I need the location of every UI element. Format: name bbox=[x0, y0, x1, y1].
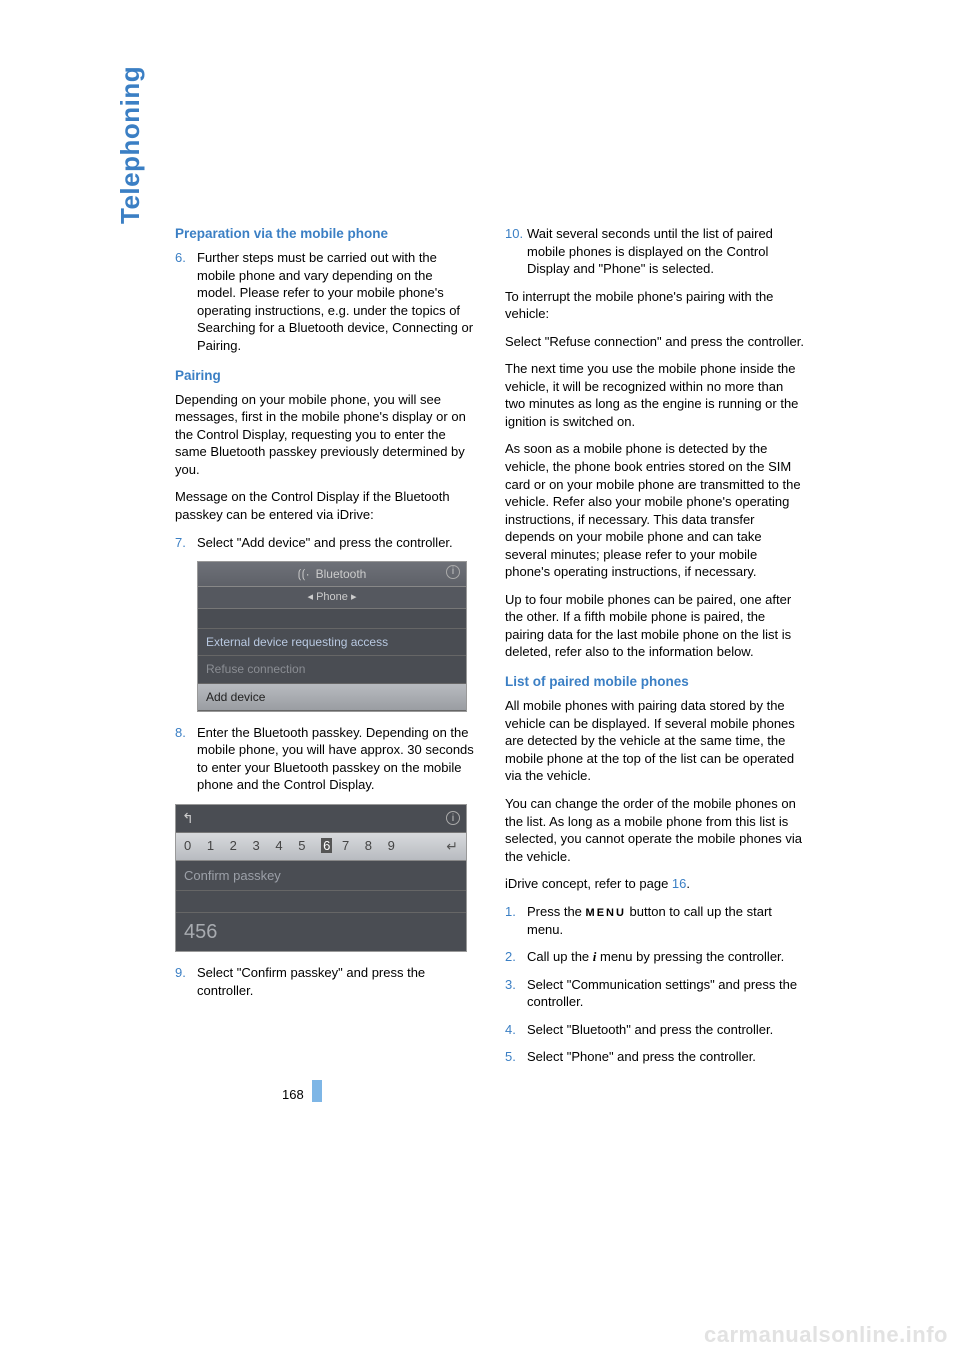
idrive-screenshot-passkey: ↰ i 0 1 2 3 4 5 6 7 8 9 ↵ Confirm passke… bbox=[175, 804, 467, 952]
scr2-value: 456 bbox=[176, 913, 466, 951]
scr2-numbers-selected: 6 bbox=[321, 838, 332, 853]
list-step-5-text: Select "Phone" and press the controller. bbox=[527, 1048, 805, 1066]
step-8: 8. Enter the Bluetooth passkey. Dependin… bbox=[175, 724, 475, 794]
heading-preparation: Preparation via the mobile phone bbox=[175, 225, 475, 243]
list-step-4: 4. Select "Bluetooth" and press the cont… bbox=[505, 1021, 805, 1039]
step-9-text: Select "Confirm passkey" and press the c… bbox=[197, 964, 475, 999]
list-step-1-text: Press the MENU button to call up the sta… bbox=[527, 903, 805, 938]
step-6: 6. Further steps must be carried out wit… bbox=[175, 249, 475, 354]
right-para-8a: iDrive concept, refer to page bbox=[505, 876, 672, 891]
pairing-para-1: Depending on your mobile phone, you will… bbox=[175, 391, 475, 479]
list-step-4-number: 4. bbox=[505, 1021, 527, 1039]
list-step-2-text: Call up the i menu by pressing the contr… bbox=[527, 948, 805, 966]
list-step-5-number: 5. bbox=[505, 1048, 527, 1066]
list-step-3: 3. Select "Communication settings" and p… bbox=[505, 976, 805, 1011]
bluetooth-icon: ⟮⟮· bbox=[298, 566, 310, 582]
scr1-header: ⟮⟮· Bluetooth i bbox=[198, 562, 466, 587]
left-column: Preparation via the mobile phone 6. Furt… bbox=[175, 225, 475, 1076]
page-number-block: 168 bbox=[282, 1080, 322, 1102]
step-10: 10. Wait several seconds until the list … bbox=[505, 225, 805, 278]
right-para-4: As soon as a mobile phone is detected by… bbox=[505, 440, 805, 580]
page-marker bbox=[312, 1080, 322, 1102]
scr1-header-text: Bluetooth bbox=[316, 566, 367, 582]
step-6-text: Further steps must be carried out with t… bbox=[197, 249, 475, 354]
page-content: Preparation via the mobile phone 6. Furt… bbox=[115, 225, 875, 1076]
right-para-8: iDrive concept, refer to page 16. bbox=[505, 875, 805, 893]
info-icon: i bbox=[446, 565, 460, 579]
scr1-subheader: ◂ Phone ▸ bbox=[198, 587, 466, 609]
right-para-5: Up to four mobile phones can be paired, … bbox=[505, 591, 805, 661]
right-para-3: The next time you use the mobile phone i… bbox=[505, 360, 805, 430]
menu-button-label: MENU bbox=[586, 907, 626, 919]
heading-list-paired: List of paired mobile phones bbox=[505, 673, 805, 691]
right-column: 10. Wait several seconds until the list … bbox=[505, 225, 805, 1076]
list-step-3-number: 3. bbox=[505, 976, 527, 1011]
scr2-confirm: Confirm passkey bbox=[176, 861, 466, 892]
enter-icon: ↵ bbox=[446, 837, 458, 856]
scr2-empty bbox=[176, 891, 466, 913]
scr2-numbers-after: 7 8 9 bbox=[342, 838, 401, 853]
list-step-2-number: 2. bbox=[505, 948, 527, 966]
scr1-line-add: Add device bbox=[198, 684, 466, 711]
list-step-4-text: Select "Bluetooth" and press the control… bbox=[527, 1021, 805, 1039]
right-para-6: All mobile phones with pairing data stor… bbox=[505, 697, 805, 785]
right-para-8b: . bbox=[686, 876, 690, 891]
heading-pairing: Pairing bbox=[175, 367, 475, 385]
scr2-number-row: 0 1 2 3 4 5 6 7 8 9 ↵ bbox=[176, 833, 466, 861]
step-8-number: 8. bbox=[175, 724, 197, 794]
scr2-topbar: ↰ i bbox=[176, 805, 466, 833]
scr2-numbers-before: 0 1 2 3 4 5 bbox=[184, 838, 311, 853]
page-link-16[interactable]: 16 bbox=[672, 876, 686, 891]
scr1-line-refuse: Refuse connection bbox=[198, 656, 466, 683]
list-step-3-text: Select "Communication settings" and pres… bbox=[527, 976, 805, 1011]
back-icon: ↰ bbox=[182, 809, 194, 828]
watermark: carmanualsonline.info bbox=[704, 1322, 948, 1348]
scr1-line-access: External device requesting access bbox=[198, 629, 466, 656]
step-6-number: 6. bbox=[175, 249, 197, 354]
step-7-number: 7. bbox=[175, 534, 197, 552]
step-10-text: Wait several seconds until the list of p… bbox=[527, 225, 805, 278]
list-step-5: 5. Select "Phone" and press the controll… bbox=[505, 1048, 805, 1066]
section-tab-telephoning: Telephoning bbox=[115, 66, 146, 224]
step-9: 9. Select "Confirm passkey" and press th… bbox=[175, 964, 475, 999]
list-step-2: 2. Call up the i menu by pressing the co… bbox=[505, 948, 805, 966]
s2-a: Call up the bbox=[527, 949, 593, 964]
info-icon: i bbox=[446, 811, 460, 825]
s1-a: Press the bbox=[527, 904, 586, 919]
pairing-para-2: Message on the Control Display if the Bl… bbox=[175, 488, 475, 523]
right-para-1: To interrupt the mobile phone's pairing … bbox=[505, 288, 805, 323]
list-step-1-number: 1. bbox=[505, 903, 527, 938]
page-number: 168 bbox=[282, 1087, 304, 1102]
scr1-spacer bbox=[198, 609, 466, 629]
step-7-text: Select "Add device" and press the contro… bbox=[197, 534, 475, 552]
step-9-number: 9. bbox=[175, 964, 197, 999]
s2-b: menu by pressing the controller. bbox=[596, 949, 784, 964]
right-para-7: You can change the order of the mobile p… bbox=[505, 795, 805, 865]
step-8-text: Enter the Bluetooth passkey. Depending o… bbox=[197, 724, 475, 794]
step-10-number: 10. bbox=[505, 225, 527, 278]
list-step-1: 1. Press the MENU button to call up the … bbox=[505, 903, 805, 938]
step-7: 7. Select "Add device" and press the con… bbox=[175, 534, 475, 552]
right-para-2: Select "Refuse connection" and press the… bbox=[505, 333, 805, 351]
idrive-screenshot-bluetooth: ⟮⟮· Bluetooth i ◂ Phone ▸ External devic… bbox=[197, 561, 467, 712]
